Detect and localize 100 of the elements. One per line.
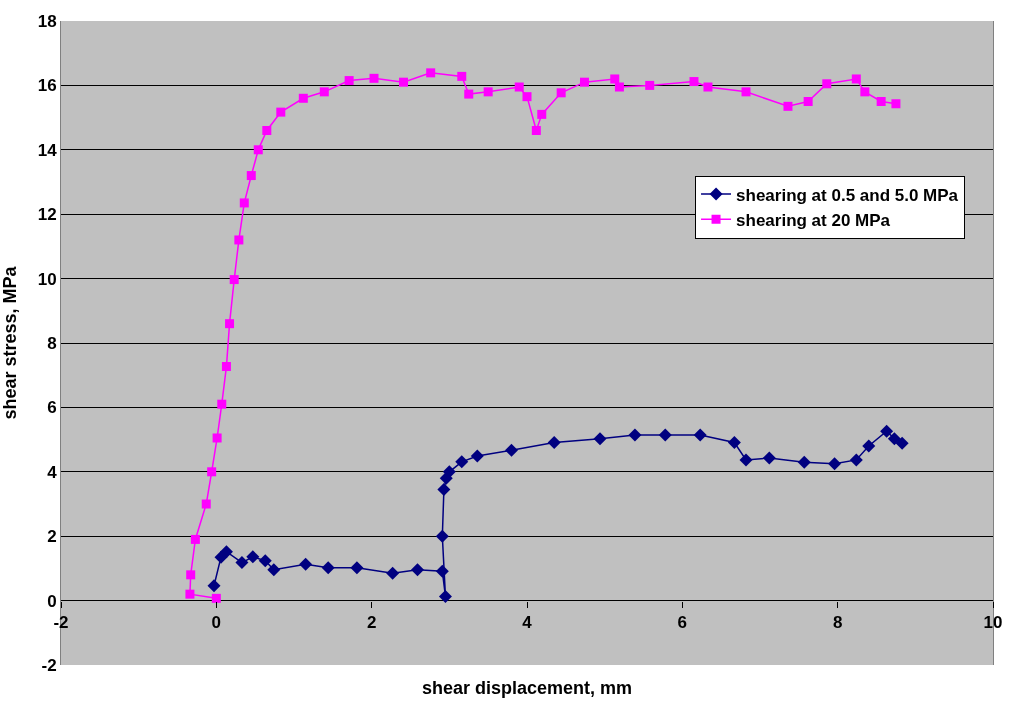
point bbox=[579, 77, 589, 87]
point bbox=[880, 424, 894, 438]
point bbox=[239, 198, 249, 208]
point bbox=[828, 457, 842, 471]
point bbox=[703, 82, 713, 92]
x-tick-label: 10 bbox=[983, 613, 1003, 632]
point bbox=[727, 436, 741, 449]
point bbox=[851, 74, 861, 84]
legend-label: shearing at 0.5 and 5.0 MPa bbox=[736, 185, 959, 205]
point bbox=[658, 428, 672, 442]
point bbox=[556, 88, 566, 98]
point bbox=[693, 428, 707, 442]
point bbox=[464, 89, 474, 99]
y-axis-title: shear stress, MPa bbox=[0, 265, 20, 420]
y-tick-label: 4 bbox=[47, 462, 58, 482]
point bbox=[410, 563, 424, 577]
point bbox=[435, 529, 449, 543]
point bbox=[741, 87, 751, 97]
point bbox=[614, 82, 624, 92]
point bbox=[190, 534, 200, 544]
y-tick-label: 16 bbox=[37, 76, 57, 96]
point bbox=[547, 436, 561, 449]
point bbox=[822, 79, 832, 89]
y-tick-label: 12 bbox=[37, 205, 57, 225]
point bbox=[860, 87, 870, 97]
point bbox=[797, 455, 811, 469]
point bbox=[319, 87, 329, 97]
point bbox=[219, 545, 233, 559]
point bbox=[229, 275, 239, 285]
point bbox=[246, 550, 260, 564]
point bbox=[455, 455, 469, 469]
point bbox=[531, 125, 541, 135]
point bbox=[610, 74, 620, 84]
point bbox=[212, 433, 222, 443]
y-tick-label: 0 bbox=[47, 591, 57, 611]
legend-label: shearing at 20 MPa bbox=[736, 210, 891, 230]
point bbox=[739, 453, 753, 467]
point bbox=[299, 557, 313, 571]
point bbox=[457, 71, 467, 81]
point bbox=[298, 93, 308, 103]
point bbox=[628, 428, 642, 442]
point bbox=[350, 561, 364, 575]
point bbox=[762, 451, 776, 465]
point bbox=[522, 92, 532, 102]
x-tick-label: 2 bbox=[366, 613, 377, 632]
point bbox=[504, 443, 518, 457]
point bbox=[537, 109, 547, 119]
point bbox=[849, 453, 863, 467]
point bbox=[483, 87, 493, 97]
point bbox=[895, 436, 909, 450]
point bbox=[862, 439, 876, 453]
y-tick-label: 14 bbox=[37, 140, 58, 160]
y-tick-label: 8 bbox=[47, 333, 57, 353]
point bbox=[217, 399, 227, 409]
point bbox=[593, 432, 607, 446]
point bbox=[470, 449, 484, 463]
point bbox=[234, 235, 244, 245]
point bbox=[442, 465, 456, 479]
point bbox=[258, 554, 272, 568]
point bbox=[514, 82, 524, 92]
x-tick-label: 8 bbox=[832, 613, 843, 632]
point bbox=[386, 566, 400, 580]
point bbox=[276, 107, 286, 117]
point bbox=[225, 319, 235, 329]
point bbox=[211, 593, 221, 603]
y-tick-label: 6 bbox=[47, 398, 57, 418]
point bbox=[253, 145, 263, 155]
point bbox=[221, 362, 231, 372]
point bbox=[689, 77, 699, 87]
point bbox=[235, 556, 249, 570]
x-tick-label: 0 bbox=[211, 613, 222, 632]
point bbox=[783, 101, 793, 111]
x-tick-label: 6 bbox=[677, 613, 688, 632]
point bbox=[185, 589, 195, 599]
point bbox=[803, 97, 813, 106]
y-tick-label: 2 bbox=[47, 527, 57, 547]
point bbox=[876, 97, 886, 106]
point bbox=[437, 483, 451, 497]
point bbox=[426, 68, 436, 78]
x-tick-label: 4 bbox=[522, 613, 533, 632]
point bbox=[267, 563, 281, 577]
point bbox=[887, 432, 901, 446]
y-tick-label: -2 bbox=[41, 655, 57, 675]
point bbox=[399, 77, 409, 87]
point bbox=[438, 589, 452, 603]
y-tick-label: 10 bbox=[37, 269, 57, 289]
point bbox=[246, 171, 256, 181]
point bbox=[645, 80, 655, 90]
y-tick-label: 18 bbox=[37, 11, 57, 31]
point bbox=[201, 499, 211, 509]
point bbox=[262, 125, 272, 135]
point bbox=[207, 579, 221, 593]
point bbox=[369, 73, 379, 83]
point bbox=[891, 99, 901, 109]
point bbox=[207, 467, 217, 477]
point bbox=[435, 564, 449, 578]
point bbox=[186, 570, 196, 580]
point bbox=[344, 76, 354, 86]
x-axis-title: shear displacement, mm bbox=[421, 678, 633, 699]
point bbox=[321, 561, 335, 575]
